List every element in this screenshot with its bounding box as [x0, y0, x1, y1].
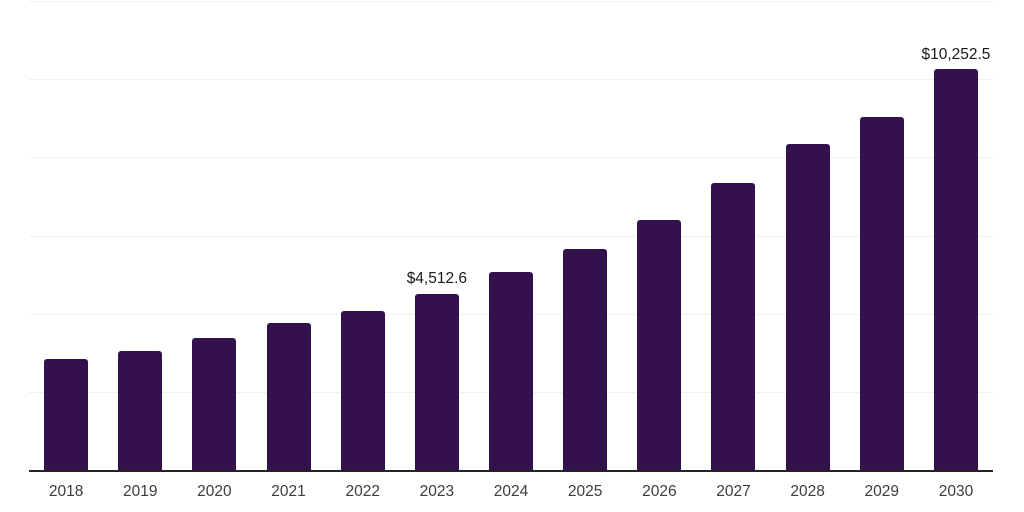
bar-value-label-2030: $10,252.5 [921, 45, 991, 63]
bar-value-label-2023: $4,512.6 [406, 270, 468, 288]
x-axis-line [29, 470, 993, 472]
bar-slot-2029 [845, 1, 919, 470]
bar-slot-2024 [474, 1, 548, 470]
bar-2019 [118, 350, 163, 470]
bar-slot-2019 [103, 1, 177, 470]
bars-row: $4,512.6 $10,252.5 [29, 1, 993, 470]
x-tick-label-2028: 2028 [790, 483, 825, 500]
x-tick-label-2018: 2018 [48, 483, 84, 500]
x-tick-label-2030: 2030 [938, 483, 974, 500]
x-tick-label-2025: 2025 [567, 483, 603, 500]
bar-2029 [859, 117, 904, 470]
x-tick-label-2020: 2020 [197, 483, 232, 500]
bar-slot-2022 [326, 1, 400, 470]
gridline-12000 [29, 1, 993, 2]
x-tick-label-2026: 2026 [642, 483, 677, 500]
bar-slot-2020 [177, 1, 251, 470]
bar-2020 [192, 337, 237, 470]
bar-2023 [414, 293, 459, 470]
plot-area: $4,512.6 $10,252.5 [29, 1, 993, 472]
x-tick-label-2027: 2027 [716, 483, 751, 500]
x-tick-label-2024: 2024 [493, 483, 529, 500]
bar-2027 [711, 183, 756, 470]
bar-slot-2023: $4,512.6 [400, 1, 474, 470]
gridline-10000 [29, 79, 993, 81]
bar-2021 [266, 323, 311, 470]
x-tick-label-2019: 2019 [122, 483, 158, 500]
bar-2018 [44, 358, 89, 470]
bar-2022 [340, 310, 385, 470]
x-tick-label-2029: 2029 [864, 483, 900, 500]
bar-slot-2025 [548, 1, 622, 470]
bar-2026 [637, 220, 682, 470]
bar-slot-2021 [251, 1, 325, 470]
x-axis-labels: 2018 2019 2020 2021 2022 2023 2024 2025 2026 2027… [29, 483, 993, 502]
gridline-8000 [29, 157, 993, 159]
bar-2024 [489, 272, 534, 470]
gridline-6000 [29, 235, 993, 237]
bar-slot-2028 [771, 1, 845, 470]
x-tick-label-2023: 2023 [419, 483, 455, 500]
bar-2030 [933, 69, 978, 470]
x-tick-label-2021: 2021 [271, 483, 306, 500]
bar-slot-2018 [29, 1, 103, 470]
bar-2025 [563, 248, 608, 470]
bar-slot-2030: $10,252.5 [919, 1, 993, 470]
bar-slot-2026 [622, 1, 696, 470]
bar-slot-2027 [696, 1, 770, 470]
bar-2028 [785, 143, 830, 470]
x-tick-label-2022: 2022 [345, 483, 380, 500]
